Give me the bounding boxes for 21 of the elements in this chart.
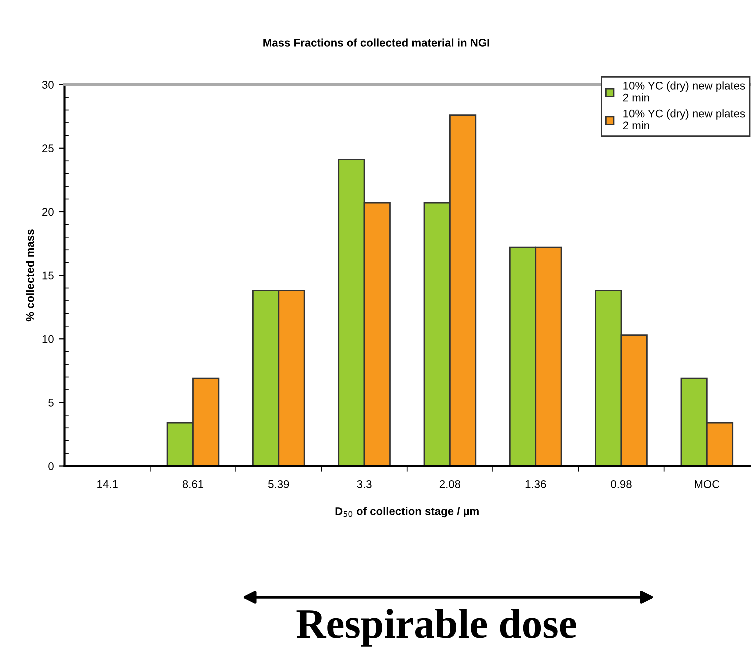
y-tick-label: 10 — [42, 335, 54, 344]
x-tick-label: 1.36 — [526, 480, 546, 488]
y-axis-title: % collected mass — [26, 230, 34, 322]
y-tick-label: 15 — [42, 272, 54, 280]
y-tick-label: 25 — [42, 144, 54, 153]
y-tick-label: 30 — [42, 81, 54, 89]
x-axis-title: D$_{50}$ of collection stage / µm — [336, 507, 479, 518]
y-tick-label: 5 — [48, 399, 54, 407]
x-tick-label: 14.1 — [98, 480, 118, 488]
chart-title: Mass Fractions of collected material in NGI — [264, 38, 490, 47]
x-tick-label: 5.39 — [268, 480, 290, 488]
x-tick-label: 0.98 — [611, 480, 632, 488]
legend-label: 10% YC (dry) new plates 2 min — [623, 110, 746, 130]
y-tick-label: 20 — [42, 208, 54, 216]
text: Respirable dose — [296, 609, 576, 647]
y-tick-label: 0 — [48, 462, 54, 470]
x-tick-label: MOC — [695, 480, 720, 488]
x-tick-label: 2.08 — [440, 480, 461, 488]
x-tick-label: 3.3 — [357, 480, 372, 488]
legend-label: 10% YC (dry) new plates 2 min — [623, 82, 746, 102]
x-tick-label: 8.61 — [182, 480, 204, 488]
